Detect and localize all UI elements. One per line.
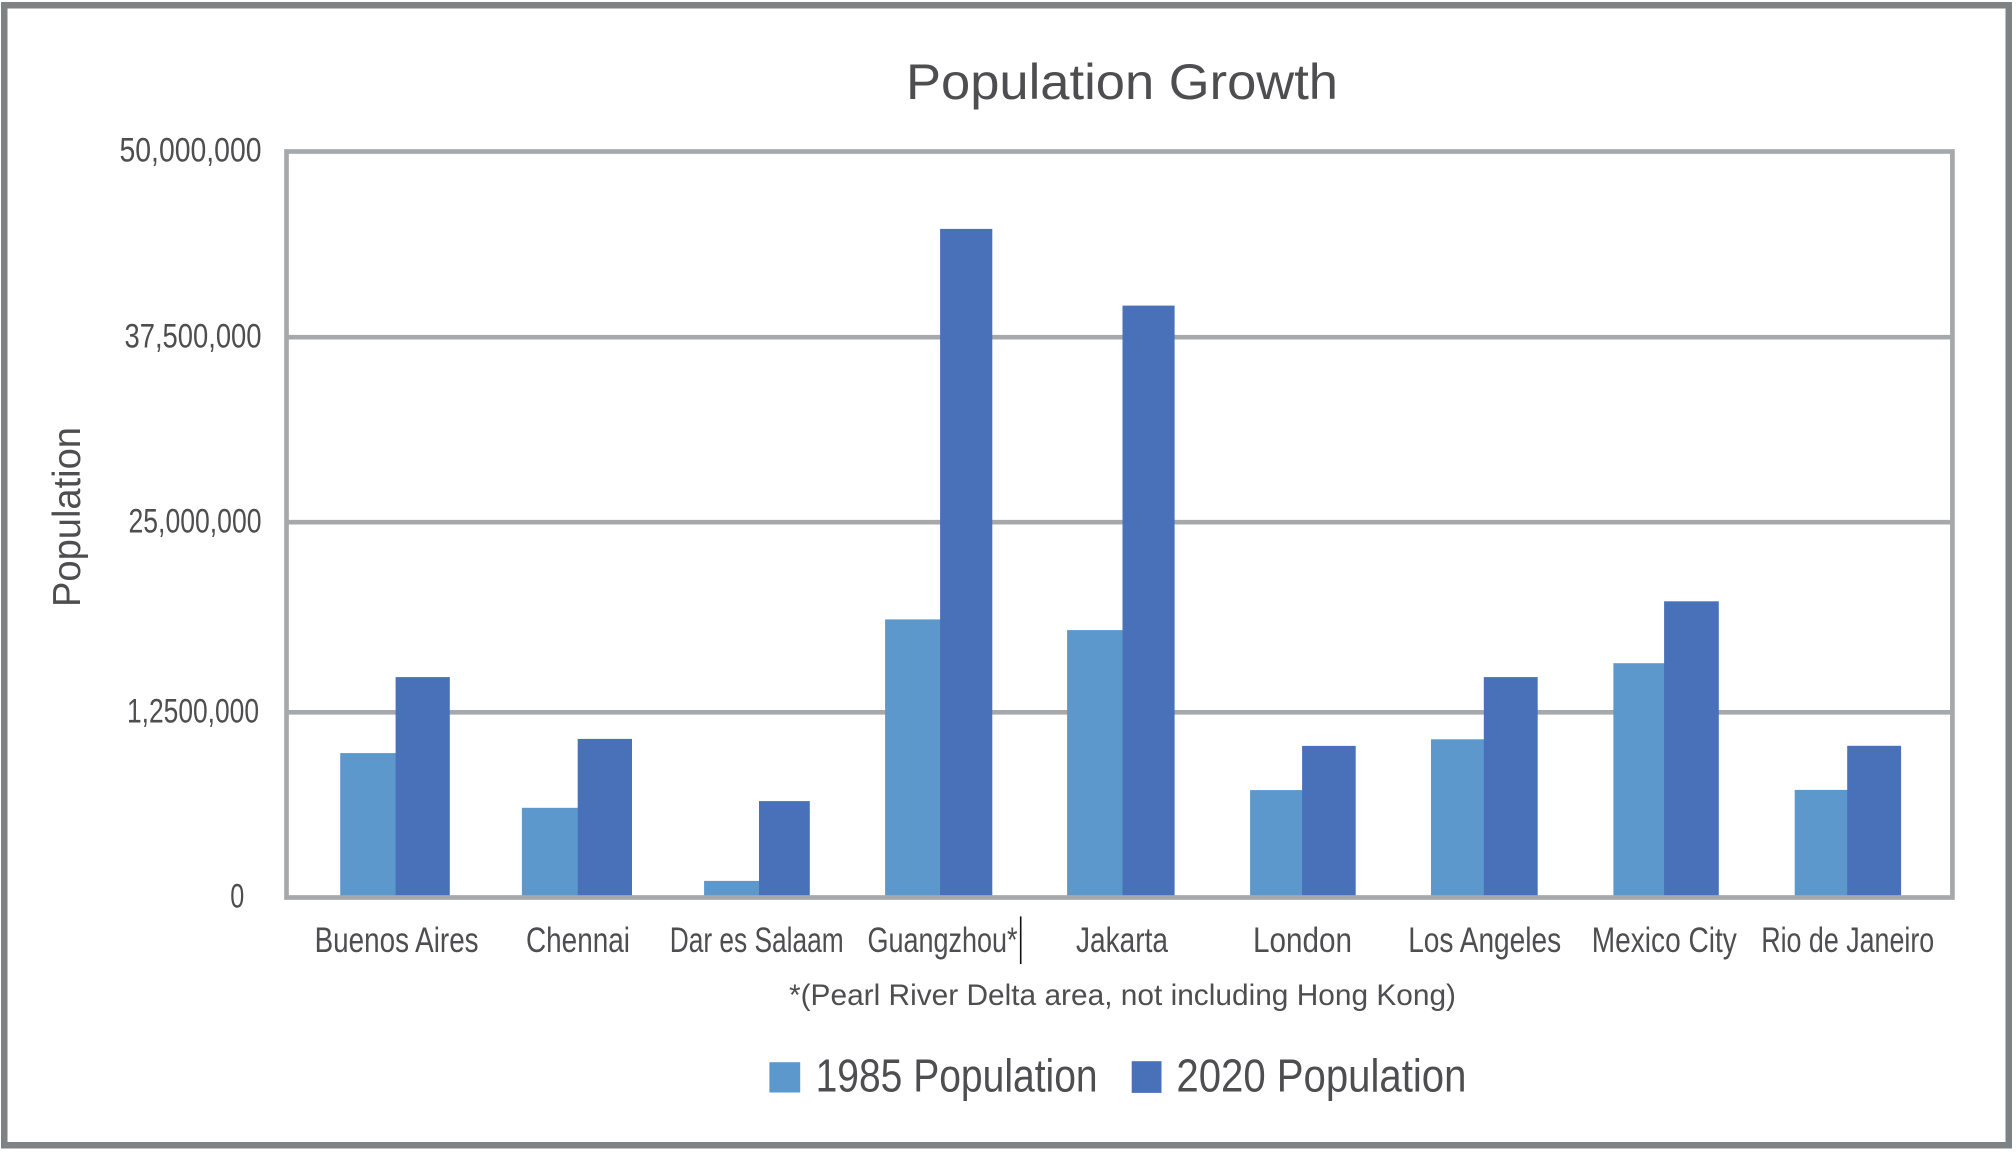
svg-text:Population Growth: Population Growth — [906, 53, 1338, 110]
svg-text:Buenos Aires: Buenos Aires — [315, 921, 479, 960]
svg-text:0: 0 — [230, 878, 244, 916]
svg-text:1,2500,000: 1,2500,000 — [127, 693, 259, 731]
svg-text:London: London — [1253, 921, 1352, 960]
svg-text:2020 Population: 2020 Population — [1176, 1050, 1466, 1102]
svg-text:Chennai: Chennai — [526, 921, 630, 960]
svg-text:Jakarta: Jakarta — [1076, 921, 1168, 960]
svg-text:Rio de Janeiro: Rio de Janeiro — [1761, 921, 1934, 960]
svg-text:Los Angeles: Los Angeles — [1408, 921, 1561, 960]
svg-text:25,000,000: 25,000,000 — [129, 502, 262, 540]
svg-text:*(Pearl River Delta area, not: *(Pearl River Delta area, not including … — [789, 979, 1456, 1012]
svg-text:Dar es Salaam: Dar es Salaam — [670, 921, 844, 960]
svg-text:Population: Population — [46, 427, 89, 607]
svg-text:1985 Population: 1985 Population — [816, 1050, 1098, 1102]
svg-text:50,000,000: 50,000,000 — [120, 132, 262, 170]
svg-text:Guangzhou*: Guangzhou* — [868, 921, 1018, 960]
svg-text:Mexico City: Mexico City — [1592, 921, 1737, 960]
svg-text:37,500,000: 37,500,000 — [125, 317, 262, 355]
